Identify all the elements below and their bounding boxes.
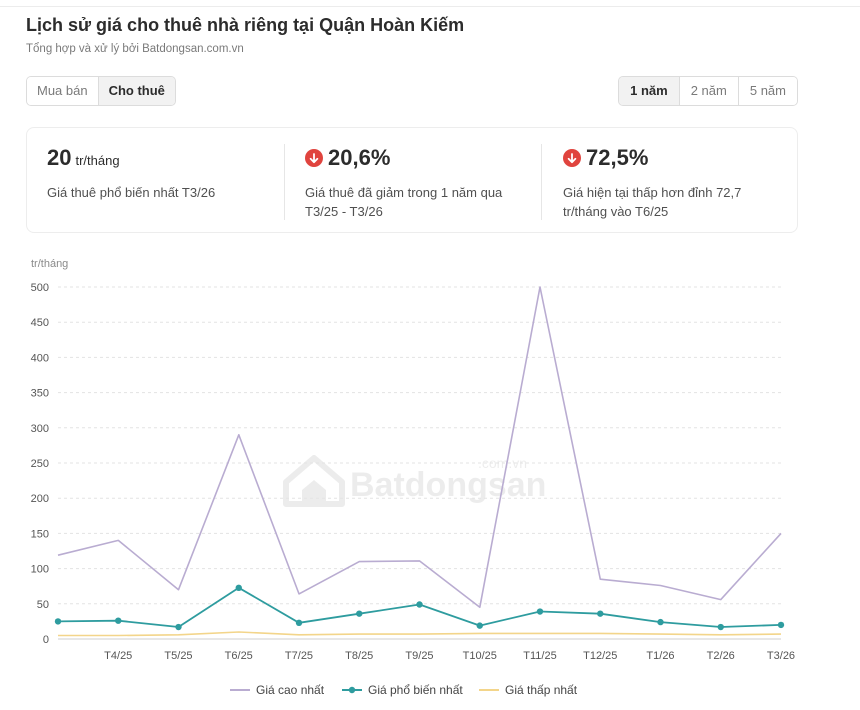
y-tick-label: 350 [31, 388, 49, 400]
data-point-common[interactable] [235, 584, 242, 592]
data-point-common[interactable] [777, 621, 785, 629]
stat-description: Giá thuê phổ biến nhất T3/26 [47, 185, 216, 200]
y-tick-label: 200 [31, 493, 49, 505]
data-point-common[interactable] [175, 623, 182, 631]
stat-common-price: 20 tr/tháng Giá thuê phổ biến nhất T3/26 [27, 128, 283, 232]
data-point-common[interactable] [657, 618, 664, 626]
stats-card: 20 tr/tháng Giá thuê phổ biến nhất T3/26… [26, 127, 798, 233]
legend-label: Giá phổ biến nhất [368, 683, 463, 697]
y-tick-label: 400 [31, 352, 49, 364]
x-tick-label: T9/25 [405, 650, 433, 662]
stat-divider [541, 144, 542, 220]
tab-mua-ban[interactable]: Mua bán [27, 77, 98, 105]
tab-5-years[interactable]: 5 năm [737, 77, 797, 105]
y-axis-unit: tr/tháng [31, 258, 68, 270]
page-title: Lịch sử giá cho thuê nhà riêng tại Quận … [26, 15, 465, 35]
legend-item-common[interactable]: Giá phổ biến nhất [342, 683, 463, 697]
stat-value: 20,6% [328, 145, 391, 170]
stat-value: 72,5% [586, 145, 649, 170]
x-tick-label: T4/25 [104, 650, 132, 662]
listing-type-toggle: Mua bán Cho thuê [26, 76, 176, 106]
legend-item-high[interactable]: Giá cao nhất [230, 683, 324, 697]
page-subtitle: Tổng hợp và xử lý bởi Batdongsan.com.vn [26, 43, 244, 55]
data-point-common[interactable] [115, 617, 122, 624]
y-tick-label: 0 [43, 634, 49, 646]
data-point-common[interactable] [416, 601, 423, 608]
stat-peak-diff: 72,5% Giá hiện tại thấp hơn đỉnh 72,7 tr… [543, 128, 797, 232]
period-toggle: 1 năm 2 năm 5 năm [618, 76, 798, 106]
x-tick-label: T5/25 [164, 650, 192, 662]
data-point-common[interactable] [717, 623, 724, 631]
stat-description: Giá hiện tại thấp hơn đỉnh 72,7 [563, 185, 742, 200]
x-tick-label: T7/25 [285, 650, 313, 662]
stat-description-cont: tr/tháng vào T6/25 [563, 204, 669, 219]
data-point-common[interactable] [597, 610, 604, 617]
price-history-chart: Batdongsan .com.vn 0 50 100 150 200 250 300 350… [0, 250, 860, 680]
x-tick-label: T6/25 [225, 650, 253, 662]
x-tick-label: T1/26 [646, 650, 674, 662]
arrow-down-icon [563, 149, 581, 167]
y-tick-label: 300 [31, 423, 49, 435]
legend-label: Giá thấp nhất [505, 683, 578, 697]
data-point-common[interactable] [356, 610, 363, 617]
legend-line-marker-icon [342, 686, 362, 694]
watermark-logo: Batdongsan .com.vn [283, 455, 546, 507]
series-line-high [57, 286, 782, 609]
stat-yearly-change: 20,6% Giá thuê đã giảm trong 1 năm qua T… [285, 128, 542, 232]
x-tick-label: T8/25 [345, 650, 373, 662]
x-tick-label: T12/25 [583, 650, 617, 662]
stat-unit: tr/tháng [75, 153, 120, 168]
data-point-common[interactable] [476, 622, 483, 629]
legend-item-low[interactable]: Giá thấp nhất [479, 683, 577, 697]
x-tick-label: T2/26 [707, 650, 735, 662]
y-tick-label: 250 [31, 458, 49, 470]
legend-line-icon [230, 689, 250, 691]
stat-value: 20 [47, 145, 72, 170]
stat-description: Giá thuê đã giảm trong 1 năm qua [305, 185, 503, 200]
legend-line-icon [479, 689, 499, 691]
y-tick-label: 50 [37, 599, 49, 611]
price-history-chart-svg: Batdongsan .com.vn 0 50 100 150 200 250 300 350… [31, 258, 795, 662]
data-point-common[interactable] [536, 608, 544, 615]
stat-divider [284, 144, 285, 220]
y-tick-label: 500 [31, 282, 49, 294]
tab-2-years[interactable]: 2 năm [678, 77, 738, 105]
top-divider [0, 6, 860, 7]
y-tick-label: 100 [31, 564, 49, 576]
stat-period: T3/25 - T3/26 [305, 204, 383, 219]
data-point-common[interactable] [54, 618, 62, 625]
tab-cho-thue[interactable]: Cho thuê [97, 77, 175, 105]
x-tick-label: T10/25 [463, 650, 497, 662]
x-tick-label: T3/26 [767, 650, 795, 662]
tab-1-year[interactable]: 1 năm [619, 77, 679, 105]
data-point-common[interactable] [295, 619, 303, 627]
chart-legend: Giá cao nhất Giá phổ biến nhất Giá thấp … [0, 683, 860, 699]
y-tick-label: 150 [31, 528, 49, 540]
x-tick-label: T11/25 [523, 650, 556, 662]
arrow-down-icon [305, 149, 323, 167]
legend-label: Giá cao nhất [256, 683, 325, 697]
series-line-low [58, 631, 782, 637]
svg-text:Batdongsan: Batdongsan [350, 466, 546, 504]
y-tick-label: 450 [31, 317, 49, 329]
